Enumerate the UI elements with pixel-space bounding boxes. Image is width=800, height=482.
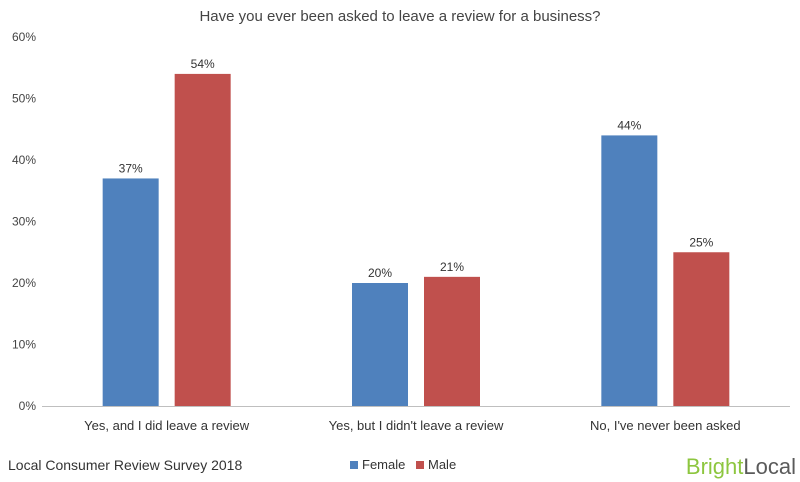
x-tick-label: Yes, but I didn't leave a review: [329, 418, 504, 433]
data-label: 44%: [617, 118, 641, 132]
x-tick-label: Yes, and I did leave a review: [84, 418, 250, 433]
x-axis: Yes, and I did leave a review Yes, but I …: [42, 406, 790, 433]
data-label: 37%: [119, 161, 143, 175]
y-tick-label: 0%: [19, 399, 37, 413]
bar-male: [673, 252, 730, 406]
chart-title: Have you ever been asked to leave a revi…: [199, 8, 600, 25]
y-tick-label: 30%: [12, 215, 36, 229]
legend: Female Male: [350, 457, 456, 472]
y-tick-label: 20%: [12, 276, 36, 290]
plot-area: 37% 54% 20% 21% 44% 25%: [102, 57, 730, 407]
legend-label-male: Male: [428, 457, 456, 472]
data-label: 21%: [440, 260, 464, 274]
y-tick-label: 10%: [12, 338, 36, 352]
bar-female: [102, 178, 159, 406]
bar-male: [174, 73, 231, 407]
data-label: 25%: [689, 235, 713, 249]
y-tick-label: 60%: [12, 30, 36, 44]
bar-female: [601, 135, 658, 406]
y-axis: 0% 10% 20% 30% 40% 50% 60%: [12, 30, 36, 413]
y-tick-label: 40%: [12, 153, 36, 167]
data-label: 20%: [368, 266, 392, 280]
legend-label-female: Female: [362, 457, 405, 472]
bar-male: [424, 276, 480, 406]
survey-source: Local Consumer Review Survey 2018: [8, 457, 242, 473]
brightlocal-logo: BrightLocal: [686, 454, 796, 479]
data-label: 54%: [191, 57, 215, 71]
legend-swatch-male: [416, 461, 424, 469]
x-tick-label: No, I've never been asked: [590, 418, 741, 433]
bar-female: [352, 283, 408, 406]
y-tick-label: 50%: [12, 92, 36, 106]
legend-swatch-female: [350, 461, 358, 469]
